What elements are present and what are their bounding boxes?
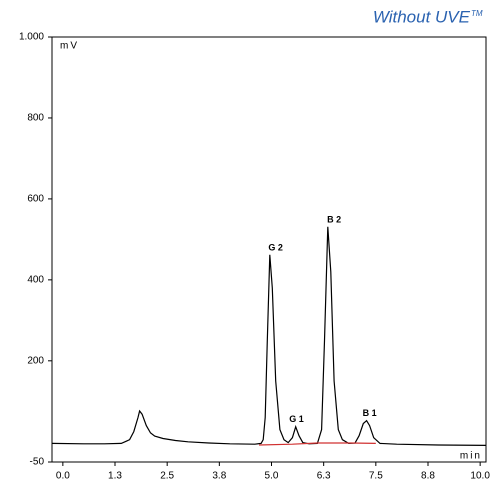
peak-label: B 2 (327, 214, 341, 224)
x-axis-label: min (460, 451, 482, 462)
y-tick-label: -50 (30, 457, 45, 468)
plot-frame (51, 36, 487, 463)
x-tick-label: 8.8 (421, 471, 435, 482)
chart-title: Without UVE (373, 7, 471, 26)
peak-label: B 1 (363, 408, 377, 418)
peak-label: G 2 (268, 243, 283, 253)
x-tick-label: 7.5 (369, 471, 383, 482)
x-tick-label: 6.3 (317, 471, 331, 482)
y-tick-label: 200 (27, 355, 44, 366)
x-tick-label: 0.0 (56, 471, 70, 482)
trace (258, 442, 376, 446)
y-axis-label: mV (60, 41, 79, 52)
trace (51, 226, 487, 446)
y-tick-label: 600 (27, 194, 44, 205)
y-tick-label: 400 (27, 274, 44, 285)
y-tick-label: 800 (27, 113, 44, 124)
x-tick-label: 1.3 (108, 471, 122, 482)
y-tick-label: 1.000 (19, 32, 44, 43)
x-tick-label: 2.5 (160, 471, 174, 482)
peak-label: G 1 (289, 414, 304, 424)
x-tick-label: 5.0 (265, 471, 279, 482)
title-mark: TM (471, 9, 483, 18)
x-tick-label: 3.8 (212, 471, 226, 482)
x-tick-label: 10.0 (470, 471, 490, 482)
